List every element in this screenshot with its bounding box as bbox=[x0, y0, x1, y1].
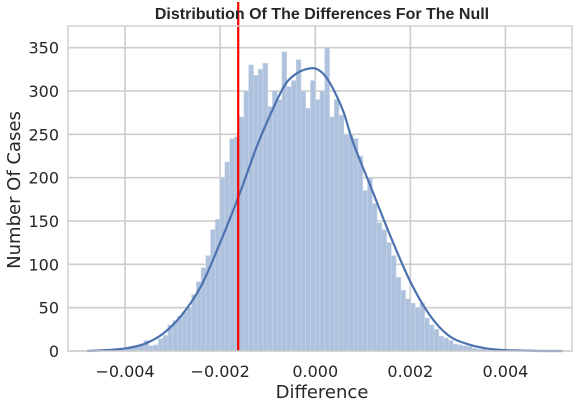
histogram-bar-61 bbox=[376, 222, 383, 352]
histogram-bar-55 bbox=[348, 134, 354, 352]
histogram-bar-72 bbox=[429, 324, 435, 352]
x-tick-label-0: −0.004 bbox=[95, 362, 154, 381]
histogram-bar-78 bbox=[457, 344, 463, 352]
histogram-bar-36 bbox=[257, 69, 264, 352]
histogram-bar-30 bbox=[229, 138, 235, 352]
histogram-bar-32 bbox=[238, 116, 245, 352]
histogram-bar-13 bbox=[148, 345, 154, 352]
y-tick-label-3: 150 bbox=[28, 212, 59, 231]
y-tick-label-0: 0 bbox=[49, 342, 59, 361]
histogram-bar-19 bbox=[177, 316, 183, 352]
histogram-bar-39 bbox=[272, 90, 278, 352]
histogram-bar-57 bbox=[357, 155, 364, 352]
histogram-bar-73 bbox=[433, 329, 440, 352]
histogram-bar-58 bbox=[362, 190, 368, 352]
histogram-bar-42 bbox=[286, 86, 292, 352]
x-tick-label-4: 0.004 bbox=[483, 362, 529, 381]
x-axis-ticks: −0.004 −0.002 0.000 0.002 0.004 bbox=[95, 362, 528, 381]
histogram-bar-16 bbox=[162, 335, 169, 352]
histogram-bar-44 bbox=[295, 59, 302, 352]
histogram-bar-51 bbox=[329, 116, 335, 352]
x-tick-label-2: 0.000 bbox=[292, 362, 338, 381]
histogram-bar-46 bbox=[305, 108, 311, 352]
histogram-bar-47 bbox=[310, 80, 316, 352]
plot-frame bbox=[67, 25, 573, 352]
histogram-bar-21 bbox=[186, 307, 192, 352]
histogram-bar-52 bbox=[333, 99, 340, 352]
y-tick-label-5: 250 bbox=[28, 125, 59, 144]
histogram-bar-35 bbox=[253, 75, 259, 352]
histogram-bar-50 bbox=[324, 47, 330, 352]
histogram-bar-56 bbox=[352, 138, 359, 352]
y-tick-label-6: 300 bbox=[28, 82, 59, 101]
histogram-bar-63 bbox=[386, 242, 392, 352]
y-axis-label: Number Of Cases bbox=[4, 111, 25, 269]
histogram-bar-27 bbox=[215, 218, 221, 352]
histogram-bar-60 bbox=[372, 203, 378, 352]
y-axis-ticks: 0 50 100 150 200 250 300 350 bbox=[28, 39, 59, 361]
histogram-bar-69 bbox=[414, 307, 421, 352]
histogram-bar-45 bbox=[300, 90, 307, 352]
x-tick-label-1: −0.002 bbox=[191, 362, 250, 381]
y-tick-label-2: 100 bbox=[28, 255, 59, 274]
histogram-bar-22 bbox=[191, 294, 197, 352]
histogram-bar-15 bbox=[158, 338, 164, 352]
histogram-bar-43 bbox=[291, 80, 297, 352]
histogram-bar-67 bbox=[405, 298, 411, 352]
x-tick-label-3: 0.002 bbox=[387, 362, 433, 381]
histogram-bar-77 bbox=[452, 343, 459, 352]
histogram-bar-20 bbox=[181, 311, 188, 352]
histogram-bar-65 bbox=[395, 277, 402, 352]
histogram-bar-14 bbox=[153, 344, 159, 352]
y-tick-label-4: 200 bbox=[28, 169, 59, 188]
x-axis-label: Difference bbox=[276, 382, 369, 403]
histogram-bar-34 bbox=[248, 64, 254, 352]
histogram-bar-71 bbox=[424, 317, 430, 352]
histogram-bar-64 bbox=[391, 255, 397, 352]
histogram-bar-75 bbox=[443, 337, 449, 352]
histogram-bar-59 bbox=[367, 177, 373, 352]
histogram-bar-76 bbox=[448, 340, 454, 352]
histogram-bar-79 bbox=[462, 345, 468, 352]
histogram-bar-26 bbox=[210, 229, 216, 352]
histogram-bar-66 bbox=[400, 290, 406, 352]
histogram-bar-70 bbox=[419, 303, 425, 352]
histogram-bar-37 bbox=[262, 62, 268, 352]
y-tick-label-1: 50 bbox=[39, 299, 59, 318]
histogram-bars bbox=[86, 47, 501, 352]
histogram-bar-41 bbox=[281, 51, 288, 352]
histogram-bar-74 bbox=[438, 335, 444, 352]
chart-title: Distribution Of The Differences For The … bbox=[155, 6, 489, 23]
kde-curve bbox=[86, 66, 563, 353]
histogram-bar-28 bbox=[219, 177, 226, 352]
histogram-bar-53 bbox=[338, 114, 345, 352]
histogram-bar-29 bbox=[224, 161, 230, 352]
histogram-bar-68 bbox=[410, 303, 416, 352]
histogram-bar-40 bbox=[276, 99, 283, 352]
histogram-bar-62 bbox=[381, 229, 387, 352]
histogram-bar-38 bbox=[267, 106, 273, 352]
y-tick-label-7: 350 bbox=[28, 39, 59, 58]
histogram-bar-54 bbox=[343, 134, 349, 352]
histogram-bar-48 bbox=[314, 99, 321, 352]
histogram-bar-49 bbox=[319, 90, 326, 352]
histogram-bar-33 bbox=[243, 90, 249, 352]
